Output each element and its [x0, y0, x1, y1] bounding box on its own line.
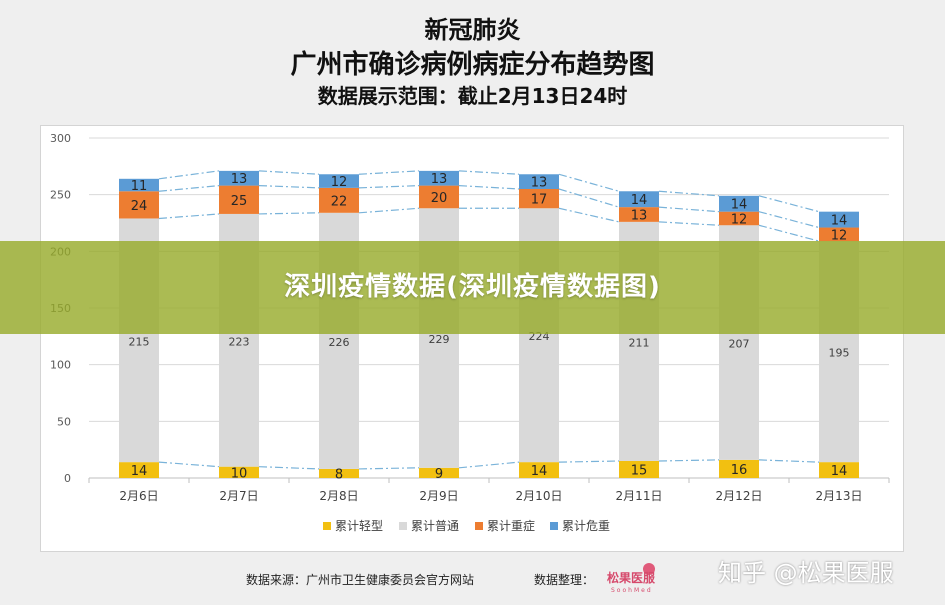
data-label: 211	[629, 336, 650, 349]
y-tick-label: 50	[57, 415, 71, 428]
data-label: 10	[231, 466, 248, 481]
chart-title-range: 数据展示范围：截止2月13日24时	[317, 84, 628, 108]
bar-0-6	[719, 459, 759, 478]
x-tick-label: 2月9日	[419, 489, 458, 503]
x-tick-label: 2月13日	[816, 489, 863, 503]
data-label: 13	[631, 209, 648, 224]
bar-0-4	[519, 462, 559, 478]
bar-0-7	[819, 462, 859, 478]
bar-0-2	[319, 468, 359, 478]
bar-0-1	[219, 466, 259, 478]
x-tick-label: 2月8日	[319, 489, 358, 503]
data-label: 8	[335, 467, 343, 482]
legend-label-1: 累计普通	[411, 519, 459, 533]
bar-2-7	[819, 227, 859, 242]
bar-3-7	[819, 211, 859, 228]
legend-swatch-1	[399, 522, 407, 530]
data-label: 12	[831, 228, 848, 243]
data-label: 22	[331, 194, 348, 209]
bar-3-5	[619, 191, 659, 208]
bar-2-5	[619, 207, 659, 222]
chart-plot-area: 0501001502002503001410891415161421522322…	[40, 125, 904, 552]
y-tick-label: 250	[50, 189, 71, 202]
bar-3-6	[719, 195, 759, 212]
data-label: 14	[731, 198, 748, 213]
x-tick-label: 2月7日	[219, 489, 258, 503]
data-organizer-label: 数据整理：	[534, 573, 595, 587]
legend-label-3: 累计危重	[562, 519, 610, 533]
data-label: 207	[729, 338, 750, 351]
bar-0-5	[619, 461, 659, 478]
overlay-banner	[0, 241, 945, 334]
logo-text: 松果医服	[607, 571, 656, 585]
logo-subtext: SoohMed	[611, 587, 653, 594]
legend-label-0: 累计轻型	[335, 519, 383, 533]
data-label: 229	[429, 333, 450, 346]
zhihu-watermark: 知乎 @松果医服	[718, 559, 894, 587]
bar-0-3	[419, 467, 459, 478]
overlay-banner-text: 深圳疫情数据(深圳疫情数据图)	[284, 272, 661, 302]
soohmed-logo: 松果医服 SoohMed	[607, 561, 687, 601]
data-label: 13	[531, 176, 548, 191]
chart-title-line1: 新冠肺炎	[424, 16, 521, 44]
data-label: 20	[431, 191, 448, 206]
data-label: 14	[831, 214, 848, 229]
bar-0-0	[119, 462, 159, 478]
bar-2-4	[519, 189, 559, 209]
data-label: 195	[829, 347, 850, 360]
data-label: 16	[731, 463, 748, 478]
data-label: 11	[131, 179, 148, 194]
data-label: 14	[531, 464, 548, 479]
bar-3-4	[519, 174, 559, 189]
bar-2-1	[219, 185, 259, 214]
y-tick-label: 100	[50, 359, 71, 372]
data-label: 12	[731, 212, 748, 227]
data-label: 14	[831, 464, 848, 479]
x-tick-label: 2月6日	[119, 489, 158, 503]
data-source-text: 数据来源：广州市卫生健康委员会官方网站	[246, 573, 475, 587]
data-label: 12	[331, 175, 348, 190]
data-label: 14	[131, 464, 148, 479]
bar-2-2	[319, 187, 359, 213]
stacked-bar-chart: 0501001502002503001410891415161421522322…	[50, 132, 890, 533]
y-tick-label: 0	[64, 472, 71, 485]
data-label: 14	[631, 193, 648, 208]
legend-swatch-3	[550, 522, 558, 530]
data-label: 13	[431, 172, 448, 187]
data-label: 15	[631, 464, 648, 479]
data-label: 24	[131, 199, 148, 214]
bar-2-0	[119, 191, 159, 219]
legend-label-2: 累计重症	[487, 518, 535, 533]
data-label: 13	[231, 172, 248, 187]
data-label: 215	[129, 335, 150, 348]
logo-heart-icon	[643, 563, 655, 575]
bar-3-1	[219, 170, 259, 186]
data-label: 226	[329, 336, 350, 349]
x-tick-label: 2月10日	[516, 489, 563, 503]
x-tick-label: 2月12日	[716, 489, 763, 503]
data-label: 223	[229, 335, 250, 348]
x-tick-label: 2月11日	[616, 489, 663, 503]
y-tick-label: 300	[50, 132, 71, 145]
bar-2-6	[719, 211, 759, 226]
data-label: 17	[531, 193, 548, 208]
legend-swatch-0	[323, 522, 331, 530]
bar-3-2	[319, 174, 359, 188]
bar-2-3	[419, 185, 459, 209]
bar-3-0	[119, 178, 159, 192]
legend-swatch-2	[475, 522, 483, 530]
chart-title-line2: 广州市确诊病例病症分布趋势图	[290, 50, 655, 80]
data-label: 25	[231, 194, 248, 209]
bar-3-3	[419, 170, 459, 186]
data-label: 9	[435, 467, 443, 482]
